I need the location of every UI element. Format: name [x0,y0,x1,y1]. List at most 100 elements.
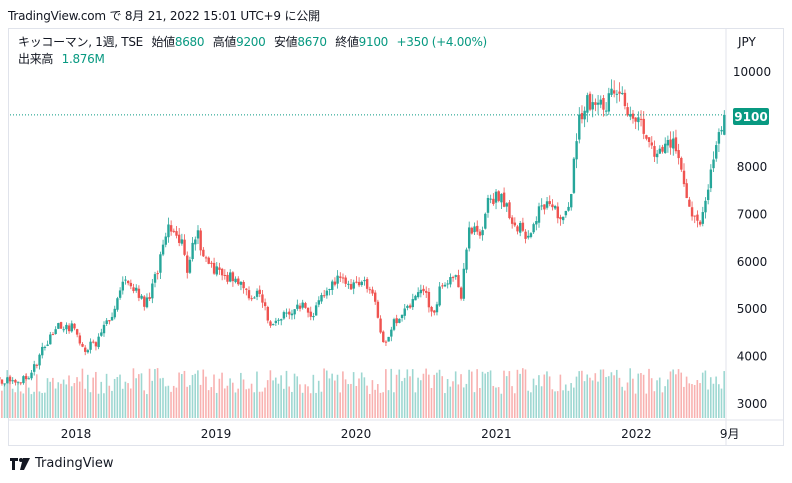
candle-body [715,145,718,159]
candle-body [363,280,366,282]
volume-bar [594,373,597,418]
volume-bar [129,388,132,418]
volume-bar [76,377,78,418]
volume-bar [240,372,242,418]
candle-body [425,290,428,293]
candle-body [3,383,6,385]
volume-bar [446,379,449,418]
volume-bar [645,393,648,418]
volume-bar [320,391,323,418]
open-value: 8680 [174,35,205,49]
candle-body [470,227,474,234]
volume-bar [382,392,384,418]
volume-bar [210,387,213,418]
candle-body [239,281,243,285]
volume-bar [629,368,632,418]
candle-body [22,376,25,384]
volume-bar [484,373,487,418]
volume-bar [411,369,414,418]
candle-body [524,231,527,239]
candle-body [395,318,398,324]
candle-body [647,137,651,142]
volume-bar [65,384,68,418]
candle-body [105,320,108,324]
volume-bar [409,376,411,418]
volume-bar [274,377,277,418]
candle-body [701,212,705,224]
candle-body [38,354,41,366]
chart-pane[interactable] [8,28,784,446]
volume-bar [41,392,43,418]
price-tick-label: 10000 [733,65,771,79]
volume-bar [358,378,360,418]
candle-body [167,224,170,238]
volume-bar [124,381,127,418]
candle-body [191,242,194,260]
candle-body [263,302,267,307]
candle-body [86,350,90,353]
candle-body [387,336,390,342]
volume-bar [60,383,62,418]
volume-bar [495,387,497,418]
volume-bar [264,387,266,418]
volume-bar [449,386,452,418]
volume-bar [19,391,22,418]
candle-body [325,290,329,296]
candle-body [312,315,315,318]
volume-bar [465,383,468,418]
volume-bar [223,388,226,418]
candle-body [682,170,686,185]
volume-bar [17,383,19,418]
candle-body [645,135,648,139]
volume-bar [218,378,221,418]
candle-body [226,274,229,282]
candle-body [661,146,664,152]
volume-bar [452,381,454,418]
candle-body [519,222,522,233]
candle-body [51,334,55,336]
candle-body [411,299,415,308]
time-tick-label: 2019 [201,427,232,441]
candle-body [269,321,272,326]
candle-body [672,138,675,149]
candle-body [545,201,549,208]
candle-body [35,364,39,366]
volume-bar [242,379,245,418]
volume-bar [425,368,427,418]
candle-body [435,304,439,313]
volume-bar [709,377,712,418]
volume-bar [132,368,135,418]
tradingview-branding[interactable]: TradingView [10,456,114,471]
candle-body [527,235,530,238]
candle-body [650,142,653,146]
volume-bar [138,374,140,418]
candle-body [618,91,621,94]
candle-body [215,266,218,275]
candle-body [467,227,471,249]
volume-bar [323,368,325,418]
candle-body [14,379,17,383]
candle-body [604,110,608,112]
candle-body [459,287,463,299]
volume-bar [492,385,495,418]
candle-body [403,308,406,316]
candle-body [237,278,240,285]
volume-bar [548,376,551,418]
candle-body [282,312,286,319]
candle-body [175,231,178,236]
volume-bar [613,375,615,418]
volume-bar [189,385,191,418]
volume-bar [231,382,234,418]
volume-bars [1,368,725,418]
volume-bar [462,387,465,418]
symbol-label[interactable]: キッコーマン, 1週, TSE [18,35,143,49]
volume-bar [35,374,38,418]
volume-bar [44,392,46,418]
volume-bar [615,369,618,418]
candle-body [32,364,36,372]
candle-body [317,300,321,305]
volume-bar [344,379,347,418]
candle-body [333,281,337,285]
volume-bar [234,392,237,418]
